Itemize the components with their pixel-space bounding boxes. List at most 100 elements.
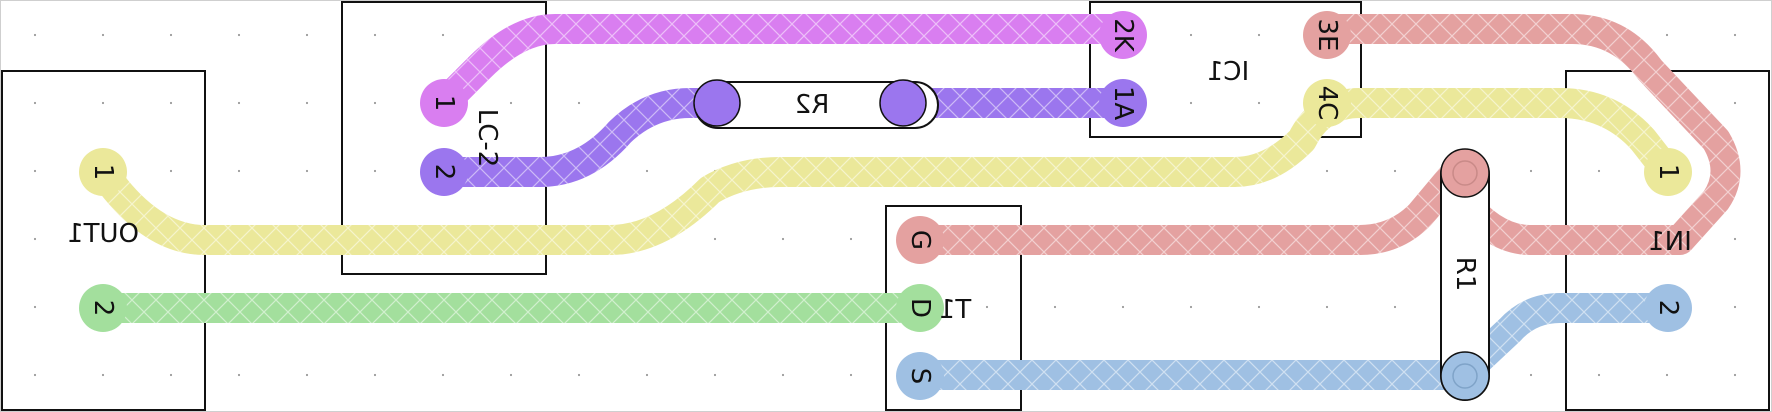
in1-pin-2-label: 2: [1653, 300, 1683, 317]
grid-dot: [101, 373, 105, 377]
grid-dot: [1189, 33, 1193, 37]
r2-designator: R2: [795, 90, 830, 120]
grid-dot: [577, 373, 581, 377]
lc2-pad-2[interactable]: [420, 148, 468, 196]
out1-designator: OUT1: [67, 219, 139, 249]
grid-dot: [1529, 169, 1533, 173]
grid-dot: [101, 33, 105, 37]
grid-dot: [1325, 169, 1329, 173]
grid-dot: [713, 237, 717, 241]
grid-dot: [1189, 305, 1193, 309]
grid-dot: [1121, 305, 1125, 309]
grid-dot: [169, 169, 173, 173]
ic1-pad-1a[interactable]: [1099, 79, 1147, 127]
lc2-designator: LC-2: [472, 109, 502, 168]
grid-dot: [101, 101, 105, 105]
in1-pin-1-label: 1: [1653, 164, 1683, 181]
trace-magenta: [429, 14, 1138, 118]
r1-resistor[interactable]: [1440, 148, 1490, 401]
grid-dot: [1393, 305, 1397, 309]
grid-dot: [645, 169, 649, 173]
grid-dot: [237, 33, 241, 37]
grid-dot: [305, 101, 309, 105]
grid-dot: [33, 305, 37, 309]
grid-dot: [1529, 373, 1533, 377]
r1-pad-top-hole: [1452, 160, 1478, 186]
t1-designator: T1: [939, 295, 972, 325]
t1-pad-d[interactable]: [896, 284, 944, 332]
r1-pad-bottom-hole: [1452, 363, 1478, 389]
r2-resistor[interactable]: [693, 79, 939, 129]
grid-dot: [33, 33, 37, 37]
grid-dot: [1393, 169, 1397, 173]
grid-dot: [1665, 373, 1669, 377]
r2-pad-left[interactable]: [693, 79, 741, 127]
t1-pin-s-label: S: [905, 368, 935, 385]
r1-pad-top[interactable]: [1440, 148, 1490, 198]
grid-dot: [373, 33, 377, 37]
grid-dot: [373, 169, 377, 173]
ic1-pad-4c[interactable]: [1303, 79, 1351, 127]
grid-dot: [645, 373, 649, 377]
grid-dot: [1189, 101, 1193, 105]
grid-dot: [305, 33, 309, 37]
trace-violet: [429, 88, 1138, 187]
grid-dot: [101, 237, 105, 241]
r1-designator: R1: [1450, 257, 1480, 292]
grid-dot: [1597, 373, 1601, 377]
grid-dot: [1053, 305, 1057, 309]
lc2-outline: [341, 1, 547, 275]
ic1-pad-2k[interactable]: [1099, 11, 1147, 59]
in1-designator: IN1: [1648, 227, 1692, 257]
grid-dot: [1257, 33, 1261, 37]
grid-dot: [237, 169, 241, 173]
r1-pad-bottom[interactable]: [1440, 351, 1490, 401]
grid-dot: [1733, 33, 1737, 37]
t1-pin-d-label: D: [905, 298, 935, 318]
r2-pad-right[interactable]: [879, 79, 927, 127]
grid-dot: [33, 373, 37, 377]
grid-dot: [1733, 305, 1737, 309]
out1-pin-1-label: 1: [88, 164, 118, 181]
t1-pad-s[interactable]: [896, 352, 944, 400]
grid-dot: [577, 101, 581, 105]
grid-dot: [305, 169, 309, 173]
out1-pad-1[interactable]: [79, 148, 127, 196]
grid-dot: [33, 237, 37, 241]
grid-dot: [1257, 305, 1261, 309]
t1-pin-g-label: G: [905, 230, 935, 250]
grid-dot: [441, 33, 445, 37]
in1-pad-2[interactable]: [1644, 284, 1692, 332]
grid-dot: [509, 373, 513, 377]
out1-pad-2[interactable]: [79, 284, 127, 332]
ic1-outline: [1089, 1, 1362, 138]
grid-dot: [1325, 305, 1329, 309]
grid-dot: [1597, 169, 1601, 173]
ic1-pin-3e-label: 3E: [1312, 19, 1342, 52]
grid-dot: [509, 101, 513, 105]
ic1-pad-3e[interactable]: [1303, 11, 1351, 59]
grid-dot: [305, 373, 309, 377]
grid-dot: [169, 33, 173, 37]
grid-dot: [33, 169, 37, 173]
grid-dot: [849, 373, 853, 377]
ic1-pin-2k-label: 2K: [1108, 18, 1138, 53]
grid-dot: [373, 373, 377, 377]
grid-dot: [1733, 373, 1737, 377]
grid-dot: [169, 373, 173, 377]
grid-dot: [1733, 237, 1737, 241]
trace-yellow: [88, 88, 1683, 255]
grid-dot: [1733, 101, 1737, 105]
trace-blue: [905, 293, 1683, 390]
grid-dot: [781, 237, 785, 241]
grid-dot: [1257, 101, 1261, 105]
grid-dot: [985, 305, 989, 309]
lc2-pin-2-label: 2: [429, 164, 459, 181]
ic1-pin-1a-label: 1A: [1108, 86, 1138, 121]
grid-dot: [781, 373, 785, 377]
in1-pad-1[interactable]: [1644, 148, 1692, 196]
grid-dot: [33, 101, 37, 105]
t1-pad-g[interactable]: [896, 216, 944, 264]
lc2-pad-1[interactable]: [420, 79, 468, 127]
